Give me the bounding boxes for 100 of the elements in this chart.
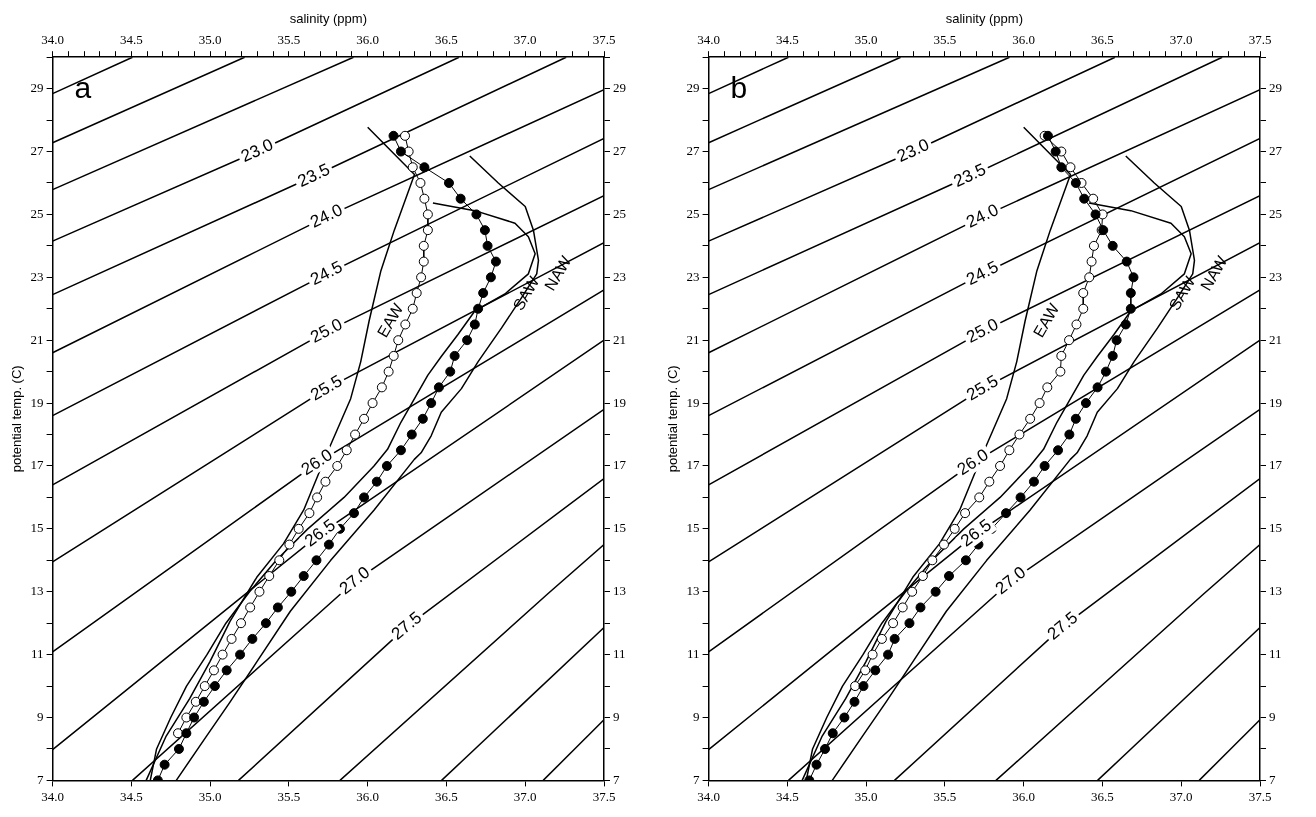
y-tick-label: 25 xyxy=(30,205,44,221)
y-tick-label: 29 xyxy=(686,80,700,96)
x2-tick-label: 35.5 xyxy=(933,31,957,47)
x2-tick-label: 36.5 xyxy=(435,31,458,47)
y-tick-label: 27 xyxy=(686,142,701,158)
y-tick-label: 7 xyxy=(693,771,701,787)
y2-tick-label: 19 xyxy=(1269,394,1282,410)
series-label: 26.5 xyxy=(301,515,339,551)
y-tick-label: 11 xyxy=(31,646,44,662)
x2-axis-title: salinity (ppm) xyxy=(945,11,1023,27)
y2-tick-label: 11 xyxy=(613,646,626,662)
y2-tick-label: 23 xyxy=(613,268,626,284)
series-label: 25.5 xyxy=(963,371,1002,405)
annotation: b xyxy=(730,71,748,105)
y-tick-label: 7 xyxy=(37,771,45,787)
y2-tick-label: 17 xyxy=(613,457,627,473)
x-tick-label: 37.5 xyxy=(592,788,616,804)
y2-tick-label: 9 xyxy=(1269,708,1276,724)
x-tick-label: 34.0 xyxy=(41,788,64,804)
x-tick-label: 37.5 xyxy=(1248,788,1272,804)
y2-tick-label: 21 xyxy=(613,331,626,347)
y2-tick-label: 29 xyxy=(613,80,626,96)
y-tick-label: 27 xyxy=(30,142,45,158)
series-label: 24.0 xyxy=(307,200,346,232)
y-tick-label: 17 xyxy=(686,457,701,473)
series-label: 25.0 xyxy=(307,314,346,347)
x2-tick-label: 37.0 xyxy=(513,31,537,47)
x-tick-label: 36.5 xyxy=(1091,788,1114,804)
y2-tick-label: 17 xyxy=(1269,457,1283,473)
y2-tick-label: 9 xyxy=(613,708,620,724)
x2-tick-label: 35.0 xyxy=(198,31,222,47)
y-tick-label: 19 xyxy=(686,394,700,410)
y2-tick-label: 25 xyxy=(613,205,626,221)
y2-tick-label: 23 xyxy=(1269,268,1282,284)
series-label: 24.5 xyxy=(307,257,346,290)
series-label: 26.5 xyxy=(957,515,995,551)
y-tick-label: 13 xyxy=(30,583,44,599)
y-tick-label: 11 xyxy=(687,646,700,662)
y-tick-label: 19 xyxy=(30,394,44,410)
x-tick-label: 34.0 xyxy=(697,788,720,804)
x-tick-label: 35.0 xyxy=(854,788,878,804)
series-label: 23.5 xyxy=(950,159,989,191)
series-label: 27.0 xyxy=(335,562,374,599)
x-tick-label: 36.0 xyxy=(1012,788,1036,804)
y-tick-label: 25 xyxy=(686,205,700,221)
x-tick-label: 34.5 xyxy=(776,788,799,804)
x-tick-label: 35.5 xyxy=(277,788,301,804)
y-tick-label: 15 xyxy=(30,520,44,536)
series-label: 24.0 xyxy=(963,200,1002,232)
x2-tick-label: 37.0 xyxy=(1169,31,1193,47)
series-label: 25.5 xyxy=(307,371,346,405)
y2-tick-label: 21 xyxy=(1269,331,1282,347)
x2-tick-label: 35.5 xyxy=(277,31,301,47)
y-tick-label: 21 xyxy=(30,331,44,347)
series-label: 23.5 xyxy=(294,159,333,191)
y-tick-label: 13 xyxy=(686,583,700,599)
y-tick-label: 23 xyxy=(30,268,44,284)
series-label: 26.0 xyxy=(953,445,992,480)
y2-tick-label: 15 xyxy=(1269,520,1282,536)
series-label: 26.0 xyxy=(297,445,336,480)
x2-tick-label: 36.5 xyxy=(1091,31,1114,47)
y2-tick-label: 7 xyxy=(1269,771,1276,787)
x2-tick-label: 34.0 xyxy=(41,31,64,47)
x2-tick-label: 36.0 xyxy=(356,31,380,47)
y-tick-label: 21 xyxy=(686,331,700,347)
y2-tick-label: 29 xyxy=(1269,80,1282,96)
y2-tick-label: 19 xyxy=(613,394,626,410)
y2-tick-label: 7 xyxy=(613,771,620,787)
x2-tick-label: 37.5 xyxy=(592,31,616,47)
x-tick-label: 35.5 xyxy=(933,788,957,804)
y-tick-label: 29 xyxy=(30,80,44,96)
y2-tick-label: 27 xyxy=(1269,142,1283,158)
series-label: 27.0 xyxy=(991,562,1030,599)
y-tick-label: 17 xyxy=(30,457,45,473)
series-label: 24.5 xyxy=(963,257,1002,290)
y2-tick-label: 27 xyxy=(613,142,627,158)
annotation: a xyxy=(74,71,92,105)
y2-tick-label: 13 xyxy=(613,583,626,599)
y-tick-label: 9 xyxy=(693,708,700,724)
x-tick-label: 37.0 xyxy=(513,788,537,804)
y-tick-label: 23 xyxy=(686,268,700,284)
y-tick-label: 9 xyxy=(37,708,44,724)
y-tick-label: 15 xyxy=(686,520,700,536)
x2-axis-title: salinity (ppm) xyxy=(289,11,367,27)
x2-tick-label: 34.5 xyxy=(776,31,799,47)
y2-tick-label: 15 xyxy=(613,520,626,536)
x2-tick-label: 34.5 xyxy=(120,31,143,47)
x2-tick-label: 37.5 xyxy=(1248,31,1272,47)
x2-tick-label: 34.0 xyxy=(697,31,720,47)
x-tick-label: 36.5 xyxy=(435,788,458,804)
x-tick-label: 37.0 xyxy=(1169,788,1193,804)
x2-tick-label: 35.0 xyxy=(854,31,878,47)
y2-tick-label: 25 xyxy=(1269,205,1282,221)
y-axis-title: potential temp. (C) xyxy=(665,365,681,473)
y-axis-title: potential temp. (C) xyxy=(9,365,25,473)
x2-tick-label: 36.0 xyxy=(1012,31,1036,47)
x-tick-label: 34.5 xyxy=(120,788,143,804)
y2-tick-label: 11 xyxy=(1269,646,1282,662)
series-label: 25.0 xyxy=(963,314,1002,347)
x-tick-label: 35.0 xyxy=(198,788,222,804)
